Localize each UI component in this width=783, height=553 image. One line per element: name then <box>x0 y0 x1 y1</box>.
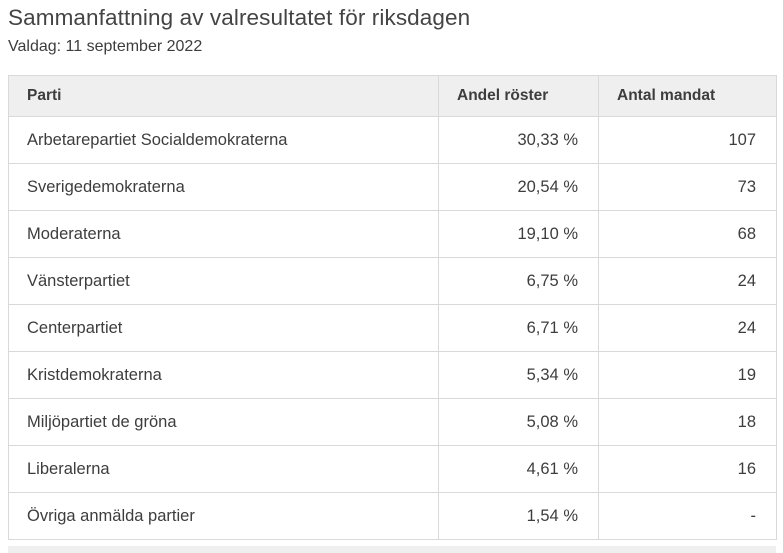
cell-andel-roster: 19,10 % <box>438 210 599 258</box>
cell-antal-mandat: 73 <box>598 163 777 211</box>
table-row: Miljöpartiet de gröna 5,08 % 18 <box>8 398 777 446</box>
next-section-strip <box>8 546 776 553</box>
table-row: Vänsterpartiet 6,75 % 24 <box>8 257 777 305</box>
cell-antal-mandat: 24 <box>598 257 777 305</box>
cell-andel-roster: 4,61 % <box>438 445 599 493</box>
election-date: Valdag: 11 september 2022 <box>8 38 203 55</box>
table-row: Moderaterna 19,10 % 68 <box>8 210 777 258</box>
cell-andel-roster: 30,33 % <box>438 116 599 164</box>
cell-parti: Övriga anmälda partier <box>8 492 439 540</box>
cell-antal-mandat: 68 <box>598 210 777 258</box>
cell-andel-roster: 5,34 % <box>438 351 599 399</box>
cell-parti: Centerpartiet <box>8 304 439 352</box>
table-row: Arbetarepartiet Socialdemokraterna 30,33 … <box>8 116 777 164</box>
column-header-andel-roster: Andel röster <box>438 75 599 117</box>
page-title: Sammanfattning av valresultatet för riks… <box>8 5 471 30</box>
cell-andel-roster: 1,54 % <box>438 492 599 540</box>
column-header-antal-mandat: Antal mandat <box>598 75 777 117</box>
cell-andel-roster: 6,75 % <box>438 257 599 305</box>
cell-andel-roster: 5,08 % <box>438 398 599 446</box>
column-header-parti: Parti <box>8 75 439 117</box>
table-header-row: Parti Andel röster Antal mandat <box>8 75 777 117</box>
cell-antal-mandat: 19 <box>598 351 777 399</box>
table-row: Liberalerna 4,61 % 16 <box>8 445 777 493</box>
cell-antal-mandat: 18 <box>598 398 777 446</box>
table-body: Arbetarepartiet Socialdemokraterna 30,33 … <box>8 116 777 540</box>
cell-parti: Kristdemokraterna <box>8 351 439 399</box>
cell-andel-roster: 6,71 % <box>438 304 599 352</box>
cell-antal-mandat: 16 <box>598 445 777 493</box>
cell-antal-mandat: 24 <box>598 304 777 352</box>
table-row: Övriga anmälda partier 1,54 % - <box>8 492 777 540</box>
cell-antal-mandat: - <box>598 492 777 540</box>
table-row: Kristdemokraterna 5,34 % 19 <box>8 351 777 399</box>
table-row: Sverigedemokraterna 20,54 % 73 <box>8 163 777 211</box>
cell-parti: Miljöpartiet de gröna <box>8 398 439 446</box>
cell-parti: Moderaterna <box>8 210 439 258</box>
cell-parti: Sverigedemokraterna <box>8 163 439 211</box>
cell-parti: Arbetarepartiet Socialdemokraterna <box>8 116 439 164</box>
table-row: Centerpartiet 6,71 % 24 <box>8 304 777 352</box>
cell-andel-roster: 20,54 % <box>438 163 599 211</box>
cell-parti: Liberalerna <box>8 445 439 493</box>
results-table: Parti Andel röster Antal mandat Arbetare… <box>8 75 777 540</box>
cell-antal-mandat: 107 <box>598 116 777 164</box>
cell-parti: Vänsterpartiet <box>8 257 439 305</box>
